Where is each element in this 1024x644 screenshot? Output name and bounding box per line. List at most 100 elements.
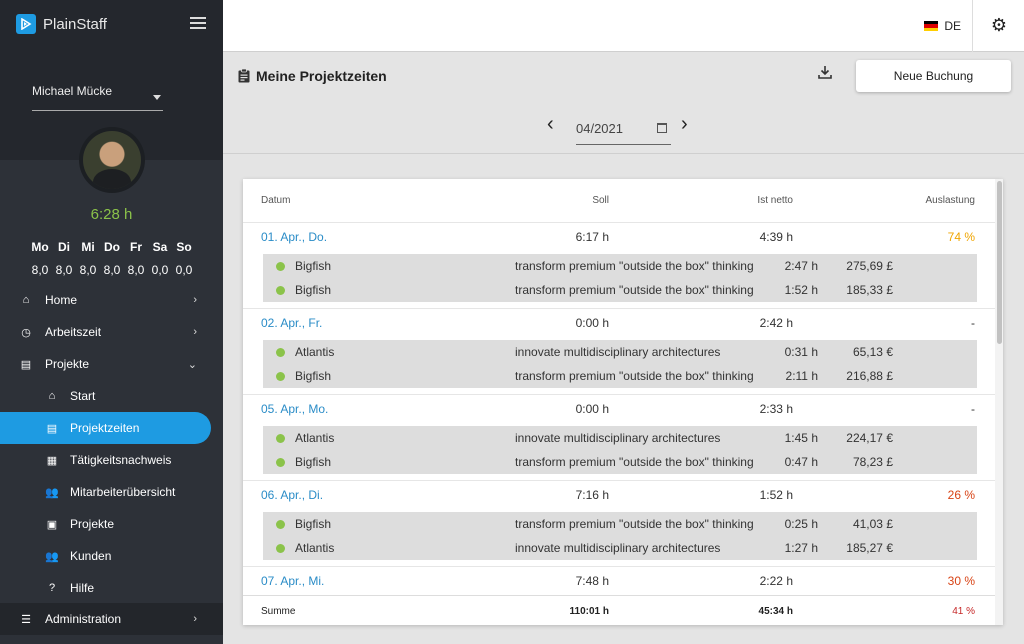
sidebar-nav: ⌂ Home › ◷ Arbeitszeit › ▤ Projekte ⌄ ⌂ … xyxy=(0,284,223,604)
logo-icon xyxy=(16,14,36,34)
list-item[interactable]: Bigfish transform premium "outside the b… xyxy=(263,364,977,388)
page-title-text: Meine Projektzeiten xyxy=(256,68,387,84)
day-ist: 2:22 h xyxy=(759,574,793,588)
sidebar-item-taetigkeitsnachweis[interactable]: ▦ Tätigkeitsnachweis xyxy=(0,444,223,476)
sum-soll: 110:01 h xyxy=(569,606,609,617)
entry-amount: 185,27 € xyxy=(846,541,893,555)
sidebar: PlainStaff Michael Mücke 6:28 h Mo Di Mi… xyxy=(0,0,223,644)
day-date-link[interactable]: 06. Apr., Di. xyxy=(261,488,324,502)
menu-toggle-icon[interactable] xyxy=(190,17,206,29)
entry-amount: 224,17 € xyxy=(846,431,893,445)
sidebar-item-start[interactable]: ⌂ Start xyxy=(0,380,223,412)
list-item[interactable]: Bigfish transform premium "outside the b… xyxy=(263,450,977,474)
day-date-link[interactable]: 05. Apr., Mo. xyxy=(261,402,329,416)
chevron-right-icon[interactable]: › xyxy=(681,113,688,135)
day-auslastung: 74 % xyxy=(947,230,975,244)
scrollbar-thumb[interactable] xyxy=(997,181,1002,344)
sum-auslastung: 41 % xyxy=(952,606,975,617)
topbar: DE ⚙ xyxy=(223,0,1024,52)
sidebar-item-hilfe[interactable]: ? Hilfe xyxy=(0,572,223,604)
sidebar-item-administration[interactable]: ☰ Administration › xyxy=(0,603,223,635)
entry-duration: 2:47 h xyxy=(784,259,818,273)
entry-duration: 1:52 h xyxy=(784,283,818,297)
month-picker[interactable]: 04/2021 xyxy=(576,117,671,145)
table-body: 01. Apr., Do. 6:17 h 4:39 h 74 % Bigfish… xyxy=(243,223,1003,611)
sidebar-item-projekte[interactable]: ▤ Projekte ⌄ xyxy=(0,348,223,380)
entry-amount: 216,88 £ xyxy=(846,369,893,383)
list-item[interactable]: Atlantis innovate multidisciplinary arch… xyxy=(263,536,977,560)
worked-time: 6:28 h xyxy=(90,206,133,223)
list-item[interactable]: Bigfish transform premium "outside the b… xyxy=(263,278,977,302)
entry-list: Atlantis innovate multidisciplinary arch… xyxy=(263,426,977,474)
clipboard-icon: ▤ xyxy=(46,422,58,435)
day-ist: 2:33 h xyxy=(759,402,793,416)
user-select[interactable]: Michael Mücke xyxy=(32,84,163,111)
sum-row: Summe 110:01 h 45:34 h 41 % xyxy=(243,595,1003,625)
day-ist: 4:39 h xyxy=(759,230,793,244)
language-label: DE xyxy=(944,19,961,33)
weekday-hours: 8,0 xyxy=(103,263,121,277)
sidebar-item-kunden[interactable]: 👥 Kunden xyxy=(0,540,223,572)
weekday-hours: 8,0 xyxy=(31,263,49,277)
clipboard-icon xyxy=(238,69,250,83)
day-auslastung: - xyxy=(971,402,975,416)
sidebar-item-label: Hilfe xyxy=(70,581,95,595)
sidebar-item-label: Projektzeiten xyxy=(70,421,140,435)
download-icon[interactable] xyxy=(817,64,833,80)
sidebar-item-label: Projekte xyxy=(70,517,115,531)
day-auslastung: 30 % xyxy=(947,574,975,588)
list-item[interactable]: Atlantis innovate multidisciplinary arch… xyxy=(263,340,977,364)
day-group: 06. Apr., Di. 7:16 h 1:52 h 26 % Bigfish… xyxy=(243,481,1003,567)
gear-icon[interactable]: ⚙ xyxy=(990,15,1008,35)
sidebar-item-projektzeiten[interactable]: ▤ Projektzeiten xyxy=(0,412,211,444)
day-date-link[interactable]: 02. Apr., Fr. xyxy=(261,316,323,330)
weekday-label: Mo xyxy=(31,240,49,254)
sidebar-item-projekte-list[interactable]: ▣ Projekte xyxy=(0,508,223,540)
list-item[interactable]: Bigfish transform premium "outside the b… xyxy=(263,254,977,278)
chevron-right-icon: › xyxy=(193,326,197,338)
sum-label: Summe xyxy=(261,606,296,617)
entry-task: innovate multidisciplinary architectures xyxy=(515,345,721,359)
weekday-hours: 0,0 xyxy=(175,263,193,277)
clipboard-icon: ▤ xyxy=(20,358,32,371)
column-header-soll[interactable]: Soll xyxy=(592,195,609,206)
entry-amount: 185,33 £ xyxy=(846,283,893,297)
day-date-link[interactable]: 01. Apr., Do. xyxy=(261,230,328,244)
sidebar-item-label: Home xyxy=(45,293,78,307)
entry-project: Atlantis xyxy=(295,541,335,555)
chevron-left-icon[interactable]: ‹ xyxy=(547,113,554,135)
scrollbar[interactable] xyxy=(995,179,1003,625)
status-dot-icon xyxy=(276,348,285,357)
column-header-datum[interactable]: Datum xyxy=(261,195,291,206)
entry-project: Atlantis xyxy=(295,345,335,359)
calendar-icon[interactable] xyxy=(657,123,667,133)
new-booking-button[interactable]: Neue Buchung xyxy=(856,60,1011,92)
sidebar-item-arbeitszeit[interactable]: ◷ Arbeitszeit › xyxy=(0,316,223,348)
day-date-link[interactable]: 07. Apr., Mi. xyxy=(261,574,325,588)
list-item[interactable]: Bigfish transform premium "outside the b… xyxy=(263,512,977,536)
day-soll: 0:00 h xyxy=(575,316,609,330)
entry-amount: 65,13 € xyxy=(852,345,893,359)
sidebar-item-home[interactable]: ⌂ Home › xyxy=(0,284,223,316)
people-icon: 👥 xyxy=(45,486,59,499)
entry-duration: 0:47 h xyxy=(784,455,818,469)
table-icon: ▦ xyxy=(46,454,58,467)
column-header-auslastung[interactable]: Auslastung xyxy=(925,195,975,206)
day-auslastung: - xyxy=(971,316,975,330)
table-row: 06. Apr., Di. 7:16 h 1:52 h 26 % xyxy=(243,481,1003,512)
entry-duration: 1:27 h xyxy=(784,541,818,555)
entry-duration: 0:31 h xyxy=(784,345,818,359)
day-soll: 7:48 h xyxy=(575,574,609,588)
sliders-icon: ☰ xyxy=(21,613,31,626)
list-item[interactable]: Atlantis innovate multidisciplinary arch… xyxy=(263,426,977,450)
entry-duration: 1:45 h xyxy=(784,431,818,445)
language-switcher[interactable]: DE xyxy=(924,19,961,33)
app-logo[interactable]: PlainStaff xyxy=(16,14,107,34)
sidebar-item-label: Tätigkeitsnachweis xyxy=(70,453,172,467)
sidebar-item-mitarbeiteruebersicht[interactable]: 👥 Mitarbeiterübersicht xyxy=(0,476,223,508)
entry-amount: 275,69 £ xyxy=(846,259,893,273)
column-header-ist-netto[interactable]: Ist netto xyxy=(757,195,793,206)
table-row: 07. Apr., Mi. 7:48 h 2:22 h 30 % xyxy=(243,567,1003,598)
status-dot-icon xyxy=(276,434,285,443)
chevron-right-icon: › xyxy=(193,294,197,306)
